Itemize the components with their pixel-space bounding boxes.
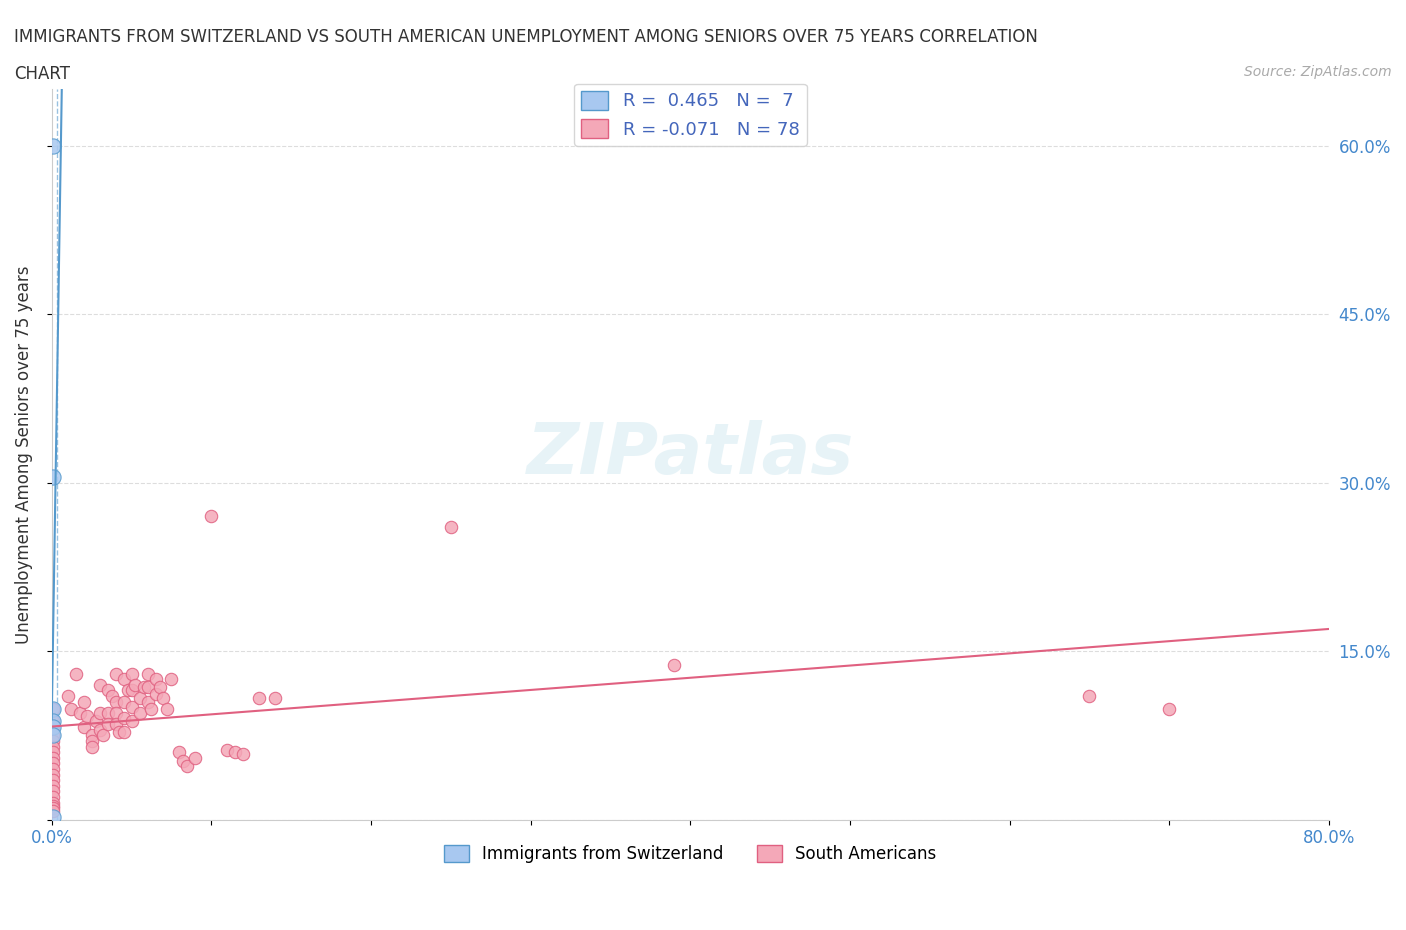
Point <box>136 666 159 681</box>
Point <box>89 723 111 737</box>
Point <box>42 728 65 743</box>
Point <box>224 745 246 760</box>
Point <box>247 691 270 706</box>
Point <box>80 739 103 754</box>
Point <box>42 784 65 799</box>
Point <box>42 773 65 788</box>
Point <box>42 702 65 717</box>
Point <box>104 694 127 709</box>
Point <box>42 790 65 804</box>
Point <box>112 671 135 686</box>
Point <box>97 683 120 698</box>
Point <box>104 717 127 732</box>
Point <box>136 680 159 695</box>
Point <box>169 745 191 760</box>
Point <box>160 671 183 686</box>
Point <box>56 688 79 703</box>
Point <box>42 801 65 816</box>
Point <box>124 677 146 692</box>
Point <box>42 767 65 782</box>
Point <box>112 711 135 726</box>
Point <box>42 713 65 728</box>
Text: CHART: CHART <box>14 65 70 83</box>
Text: IMMIGRANTS FROM SWITZERLAND VS SOUTH AMERICAN UNEMPLOYMENT AMONG SENIORS OVER 75: IMMIGRANTS FROM SWITZERLAND VS SOUTH AME… <box>14 28 1038 46</box>
Point <box>42 739 65 754</box>
Point <box>86 713 108 728</box>
Point <box>104 705 127 720</box>
Point <box>134 680 156 695</box>
Point <box>73 694 96 709</box>
Point <box>121 699 143 714</box>
Point <box>97 705 120 720</box>
Point <box>145 686 167 701</box>
Point <box>97 717 120 732</box>
Point <box>145 671 167 686</box>
Point <box>65 666 87 681</box>
Point <box>184 751 207 765</box>
Point <box>107 724 129 739</box>
Point <box>42 728 65 743</box>
Point <box>76 709 98 724</box>
Point <box>42 810 65 825</box>
Point <box>139 702 162 717</box>
Point <box>73 720 96 735</box>
Point <box>152 691 174 706</box>
Point <box>42 756 65 771</box>
Point <box>89 677 111 692</box>
Point <box>42 804 65 818</box>
Text: ZIPatlas: ZIPatlas <box>527 420 853 489</box>
Point <box>664 658 686 672</box>
Point <box>200 509 222 524</box>
Point <box>128 691 150 706</box>
Point <box>117 683 139 698</box>
Point <box>42 751 65 765</box>
Text: Source: ZipAtlas.com: Source: ZipAtlas.com <box>1244 65 1392 79</box>
Y-axis label: Unemployment Among Seniors over 75 years: Unemployment Among Seniors over 75 years <box>15 265 32 644</box>
Point <box>112 724 135 739</box>
Point <box>217 742 239 757</box>
Point <box>80 734 103 749</box>
Point <box>42 734 65 749</box>
Point <box>42 778 65 793</box>
Point <box>112 694 135 709</box>
Point <box>1159 702 1181 717</box>
Point <box>69 705 91 720</box>
Point <box>91 728 114 743</box>
Point <box>440 520 463 535</box>
Point <box>264 691 287 706</box>
Point <box>1078 688 1101 703</box>
Point <box>42 702 65 717</box>
Point <box>172 753 194 768</box>
Point <box>42 799 65 814</box>
Point <box>42 745 65 760</box>
Point <box>136 694 159 709</box>
Point <box>128 705 150 720</box>
Point <box>121 666 143 681</box>
Point <box>42 470 65 485</box>
Point <box>80 728 103 743</box>
Point <box>89 705 111 720</box>
Point <box>121 683 143 698</box>
Point <box>42 795 65 810</box>
Point <box>232 747 254 762</box>
Point <box>149 680 172 695</box>
Point <box>121 713 143 728</box>
Point <box>42 713 65 728</box>
Point <box>104 666 127 681</box>
Point <box>42 720 65 735</box>
Legend: Immigrants from Switzerland, South Americans: Immigrants from Switzerland, South Ameri… <box>437 838 943 870</box>
Point <box>59 702 82 717</box>
Point <box>101 688 124 703</box>
Point <box>42 720 65 735</box>
Point <box>156 702 179 717</box>
Point <box>176 758 198 773</box>
Point <box>42 762 65 777</box>
Point <box>42 139 65 153</box>
